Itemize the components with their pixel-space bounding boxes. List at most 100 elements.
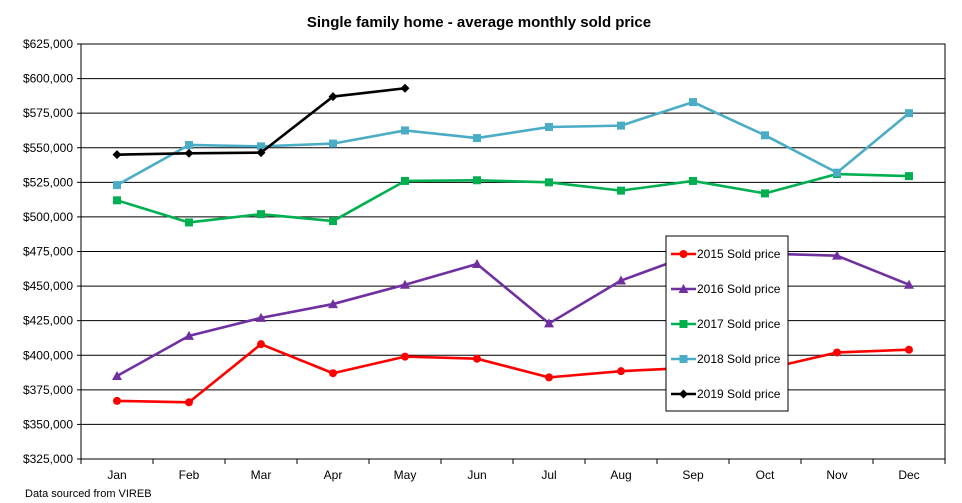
legend-label: 2015 Sold price	[697, 247, 781, 261]
y-tick-label: $400,000	[23, 348, 73, 362]
chart-title: Single family home - average monthly sol…	[307, 14, 651, 31]
x-tick-label: May	[394, 468, 417, 482]
data-point	[329, 369, 337, 378]
data-point	[113, 396, 121, 405]
data-point	[689, 98, 697, 107]
data-point	[256, 148, 266, 158]
y-tick-label: $325,000	[23, 452, 73, 466]
x-tick-label: Dec	[898, 468, 919, 482]
data-point	[112, 150, 122, 160]
x-tick-label: Apr	[324, 468, 343, 482]
series-1	[113, 340, 913, 407]
data-point	[905, 345, 913, 354]
y-tick-label: $500,000	[23, 210, 73, 224]
data-point	[257, 340, 265, 349]
data-point	[544, 318, 554, 328]
data-point	[905, 172, 913, 181]
data-point	[617, 367, 625, 376]
data-point	[833, 168, 841, 177]
series-2	[112, 248, 914, 380]
data-point	[545, 123, 553, 131]
source-note: Data sourced from VIREB	[25, 488, 152, 500]
data-point	[185, 140, 193, 149]
y-tick-label: $375,000	[23, 383, 73, 397]
data-point	[617, 121, 625, 130]
data-point	[184, 148, 194, 158]
legend-label: 2019 Sold price	[697, 387, 781, 401]
legend-item: 2019 Sold price	[671, 387, 781, 401]
data-point	[329, 217, 337, 226]
data-point	[905, 109, 913, 118]
y-axis-tick-labels: $325,000 $350,000 $375,000 $400,000 $425,000…	[23, 37, 73, 466]
x-tick-label: Aug	[610, 468, 631, 482]
series-4	[113, 98, 913, 190]
series-3	[113, 170, 913, 227]
data-point	[185, 398, 193, 407]
series-line	[116, 342, 910, 404]
data-point	[833, 348, 841, 357]
y-tick-label: $575,000	[23, 106, 73, 120]
legend-label: 2018 Sold price	[697, 352, 781, 366]
y-tick-label: $425,000	[23, 314, 73, 328]
data-point	[328, 299, 338, 309]
legend-marker	[679, 320, 688, 328]
y-tick-label: $475,000	[23, 245, 73, 259]
x-tick-label: Jan	[107, 468, 126, 482]
legend-item: 2015 Sold price	[671, 247, 781, 261]
x-tick-label: Mar	[251, 468, 272, 482]
x-tick-label: Jun	[467, 468, 486, 482]
legend-label: 2017 Sold price	[697, 317, 781, 331]
legend-marker	[678, 284, 689, 293]
y-tick-label: $350,000	[23, 417, 73, 431]
data-point	[400, 279, 410, 289]
legend: 2015 Sold price 2016 Sold price 2017 Sold …	[665, 235, 789, 412]
data-point	[472, 258, 482, 268]
y-tick-label: $600,000	[23, 72, 73, 86]
legend-marker	[679, 389, 688, 399]
series-group	[112, 83, 914, 407]
data-point	[256, 312, 266, 322]
series-line	[116, 100, 910, 187]
data-point	[112, 371, 122, 380]
data-point	[473, 354, 481, 363]
data-point	[329, 139, 337, 148]
x-tick-label: Sep	[682, 468, 704, 482]
data-point	[832, 250, 842, 260]
series-line	[116, 252, 910, 378]
data-point	[904, 279, 914, 289]
y-tick-label: $525,000	[23, 175, 73, 189]
data-point	[689, 176, 697, 185]
data-point	[328, 92, 338, 102]
data-point	[545, 178, 553, 187]
series-5	[112, 83, 410, 160]
data-point	[616, 275, 626, 285]
legend-item: 2017 Sold price	[671, 317, 781, 331]
data-point	[761, 131, 769, 140]
x-tick-label: Nov	[826, 468, 847, 482]
legend-item: 2018 Sold price	[671, 352, 781, 366]
series-line	[116, 172, 910, 224]
legend-marker	[679, 355, 688, 363]
y-tick-label: $625,000	[23, 37, 73, 51]
x-tick-label: Oct	[756, 468, 775, 482]
gridlines	[77, 43, 945, 460]
data-point	[545, 373, 553, 382]
data-point	[400, 83, 410, 93]
y-tick-label: $550,000	[23, 141, 73, 155]
x-tick-label: Jul	[541, 468, 556, 482]
data-point	[257, 142, 265, 151]
data-point	[113, 181, 121, 190]
data-point	[184, 330, 194, 340]
x-axis-tick-labels: Jan Feb Mar Apr May Jun Jul Aug Sep Oct Nov Dec	[80, 459, 946, 482]
data-point	[617, 186, 625, 195]
legend-item: 2016 Sold price	[671, 282, 781, 296]
data-point	[113, 196, 121, 205]
x-tick-label: Feb	[179, 468, 200, 482]
y-tick-label: $450,000	[23, 279, 73, 293]
legend-marker	[679, 250, 688, 258]
data-point	[401, 176, 409, 185]
data-point	[761, 189, 769, 198]
data-point	[473, 176, 481, 185]
